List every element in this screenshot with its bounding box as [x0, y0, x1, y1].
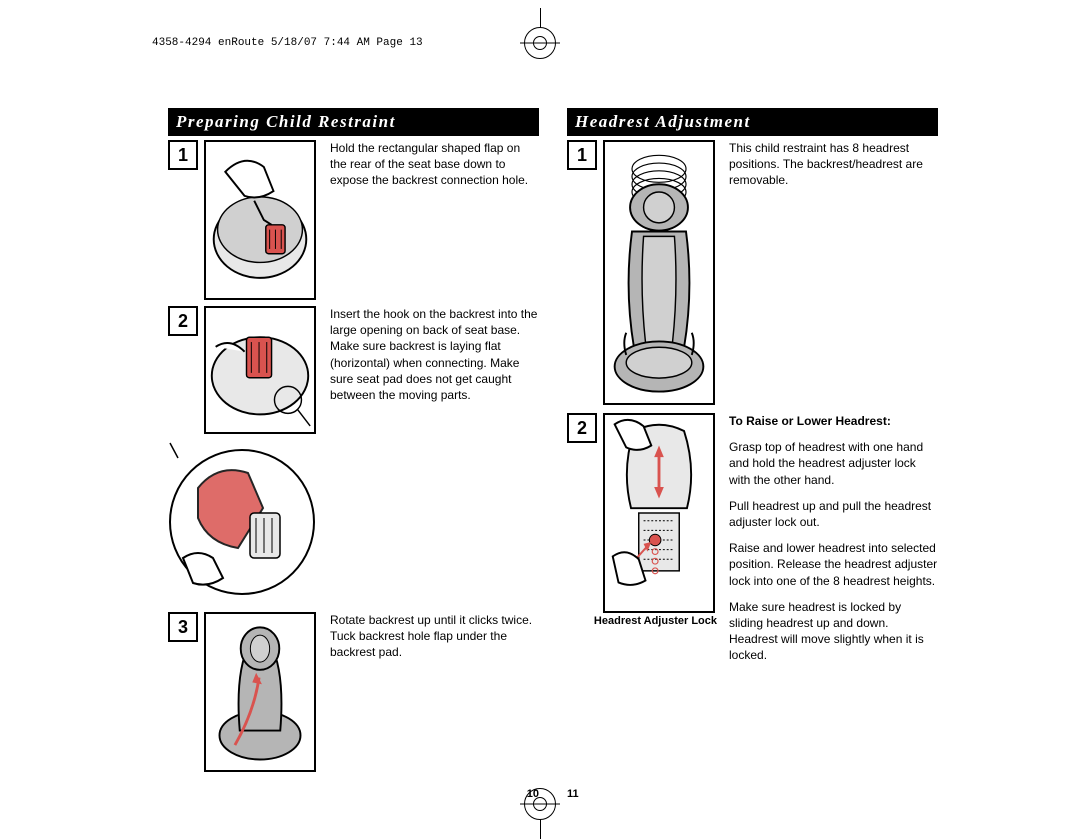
section-title-left: Preparing Child Restraint [168, 108, 539, 136]
page-spread: Preparing Child Restraint 1 [168, 108, 938, 778]
page-number-left: 10 [527, 788, 539, 800]
section-title-right: Headrest Adjustment [567, 108, 938, 136]
crop-mark-top [520, 23, 560, 63]
step-text: This child restraint has 8 headrest posi… [729, 140, 938, 199]
step-number: 2 [567, 413, 597, 443]
step-text: Rotate backrest up until it clicks twice… [330, 612, 539, 671]
illustration-seat-flap [204, 140, 316, 300]
step-subtitle: To Raise or Lower Headrest: [729, 413, 938, 429]
step-number: 1 [567, 140, 597, 170]
illustration-zoom-detail [168, 438, 316, 606]
right-page: Headrest Adjustment 1 [567, 108, 938, 778]
left-step-1: 1 [168, 140, 539, 300]
step-number: 2 [168, 306, 198, 336]
illustration-headrest-positions [603, 140, 715, 405]
illustration-headrest-adjuster [603, 413, 715, 613]
right-step-1: 1 [567, 140, 938, 405]
left-page: Preparing Child Restraint 1 [168, 108, 539, 778]
left-step-2: 2 [168, 306, 539, 606]
print-header-line: 4358-4294 enRoute 5/18/07 7:44 AM Page 1… [152, 37, 423, 49]
right-step-2: 2 [567, 413, 938, 673]
illustration-insert-hook [204, 306, 316, 434]
step-text: Insert the hook on the backrest into the… [330, 306, 539, 413]
step-text: Hold the rectangular shaped flap on the … [330, 140, 539, 199]
page-number-right: 11 [567, 788, 579, 800]
step-number: 1 [168, 140, 198, 170]
step-number: 3 [168, 612, 198, 642]
illustration-rotate-backrest [204, 612, 316, 772]
left-step-3: 3 Rotate backrest up until it c [168, 612, 539, 772]
step-text: To Raise or Lower Headrest: Grasp top of… [729, 413, 938, 673]
illustration-caption: Headrest Adjuster Lock [567, 615, 719, 628]
